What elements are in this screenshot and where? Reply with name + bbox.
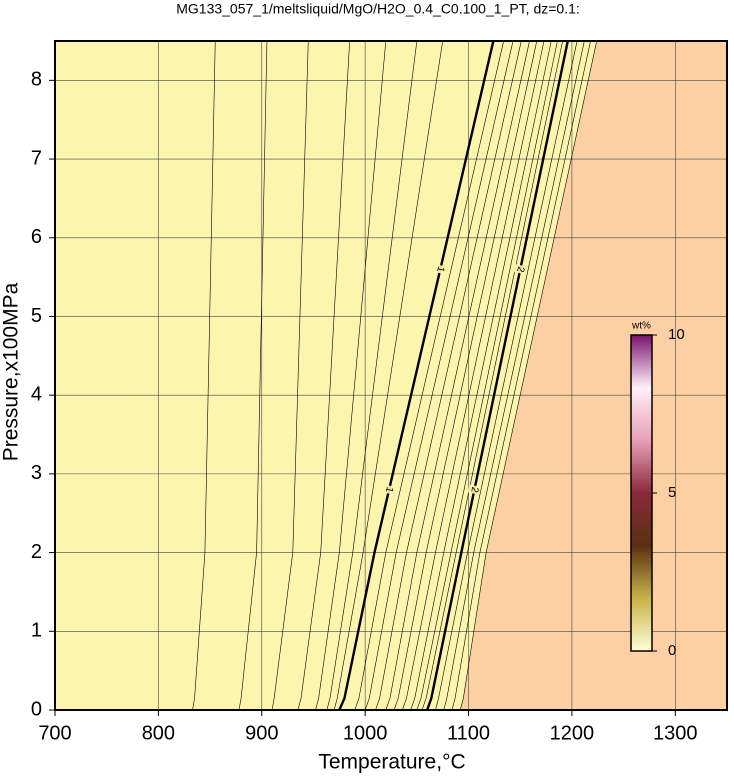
y-tick-label: 6 (31, 226, 42, 248)
colorbar-tick-label: 10 (668, 326, 685, 343)
major-contour (338, 40, 495, 711)
contour-line (375, 40, 522, 711)
y-axis-label: Pressure,x100MPa (0, 282, 23, 461)
contour-line (393, 40, 538, 711)
contour-line (410, 40, 552, 711)
y-tick-label: 7 (31, 147, 42, 169)
contour-line (443, 40, 585, 711)
contour-line (416, 40, 558, 711)
y-tick-label: 0 (31, 698, 42, 720)
contour-line (192, 40, 216, 711)
high-region (460, 41, 727, 710)
contour-line (315, 40, 387, 711)
colorbar-tick-label: 0 (668, 642, 676, 659)
contour-line (364, 40, 514, 711)
contour-line (385, 40, 530, 711)
contour-label-bg (513, 264, 527, 275)
contour-label: 2 (514, 265, 526, 273)
y-tick-label: 3 (31, 462, 42, 484)
contour-line (459, 40, 598, 711)
x-tick-label: 1100 (447, 722, 490, 744)
x-axis-label: Temperature,°C (318, 751, 465, 774)
x-tick-label: 1300 (653, 722, 698, 744)
contour-label: 2 (468, 486, 480, 494)
contour-line (297, 40, 350, 711)
contour-line (451, 40, 591, 711)
contour-line (326, 40, 418, 711)
y-tick-label: 4 (31, 383, 42, 405)
contour-line (402, 40, 545, 711)
contour-line (271, 40, 309, 711)
contour-label: 1 (383, 486, 395, 494)
colorbar-label: wt% (631, 321, 651, 332)
contour-line (421, 40, 563, 711)
y-tick-label: 1 (31, 620, 42, 642)
contour-label: 1 (434, 265, 446, 273)
colorbar (630, 334, 653, 652)
contour-label-bg (433, 263, 448, 275)
chart-title: MG133_057_1/meltsliquid/MgO/H2O_0.4_C0.1… (176, 1, 580, 17)
y-tick-label: 2 (31, 541, 42, 563)
contour-line (354, 40, 504, 711)
x-tick-label: 1000 (343, 722, 388, 744)
y-tick-label: 8 (31, 69, 42, 91)
plot-frame (54, 40, 728, 711)
x-tick-label: 900 (245, 722, 278, 744)
x-tick-label: 800 (142, 722, 175, 744)
contour-line (238, 40, 268, 711)
contour-label-bg (467, 484, 482, 495)
contour-line (333, 40, 443, 711)
contour-label-bg (382, 484, 396, 495)
x-tick-label: 1200 (550, 722, 595, 744)
contour-line (435, 40, 578, 711)
major-contour (426, 40, 569, 711)
x-tick-label: 700 (38, 722, 71, 744)
y-tick-label: 5 (31, 305, 42, 327)
colorbar-tick-label: 5 (668, 484, 676, 501)
